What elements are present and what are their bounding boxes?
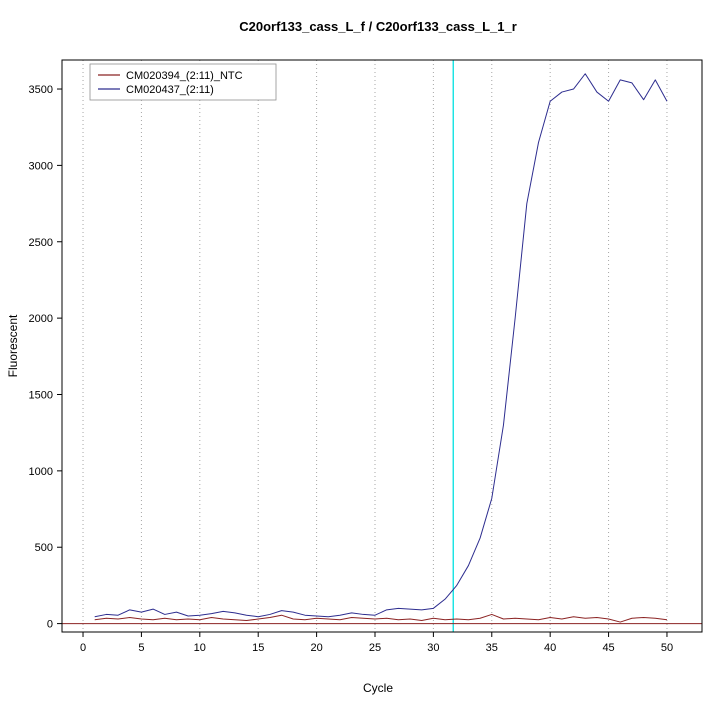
y-tick-label: 3000 [29,160,53,172]
x-tick-label: 30 [427,642,439,654]
y-tick-label: 500 [35,542,53,554]
x-tick-label: 5 [138,642,144,654]
y-tick-label: 1000 [29,466,53,478]
series-line-0 [94,613,668,623]
y-tick-label: 2000 [29,313,53,325]
x-tick-label: 20 [310,642,322,654]
x-tick-label: 50 [661,642,673,654]
x-axis: 0 5 10 15 20 25 30 35 40 45 50 [80,632,673,654]
legend-box [89,63,277,101]
y-tick-label: 2500 [29,237,53,249]
y-tick-label: 1500 [29,389,53,401]
x-tick-label: 15 [252,642,264,654]
plot-border [61,59,703,633]
x-tick-label: 0 [80,642,86,654]
y-axis: 0 500 1000 1500 2000 2500 3000 3500 [29,84,62,631]
legend-label: CM020437_(2:11) [126,84,214,96]
legend: CM020394_(2:11)_NTC CM020437_(2:11) [89,63,277,101]
x-tick-label: 45 [602,642,614,654]
x-axis-label: Cycle [363,681,393,695]
legend-label: CM020394_(2:11)_NTC [126,70,243,82]
x-tick-label: 35 [486,642,498,654]
y-tick-label: 3500 [29,84,53,96]
y-tick-label: 0 [47,619,53,631]
x-tick-label: 40 [544,642,556,654]
x-tick-label: 25 [369,642,381,654]
chart-title: C20orf133_cass_L_f / C20orf133_cass_L_1_… [239,19,517,34]
plot-area: 0 5 10 15 20 25 30 35 40 45 5005001000150020002500… [29,59,703,654]
x-tick-label: 10 [194,642,206,654]
grid-lines [82,60,668,632]
series-line-1 [94,73,668,618]
y-axis-label: Fluorescent [6,314,20,377]
